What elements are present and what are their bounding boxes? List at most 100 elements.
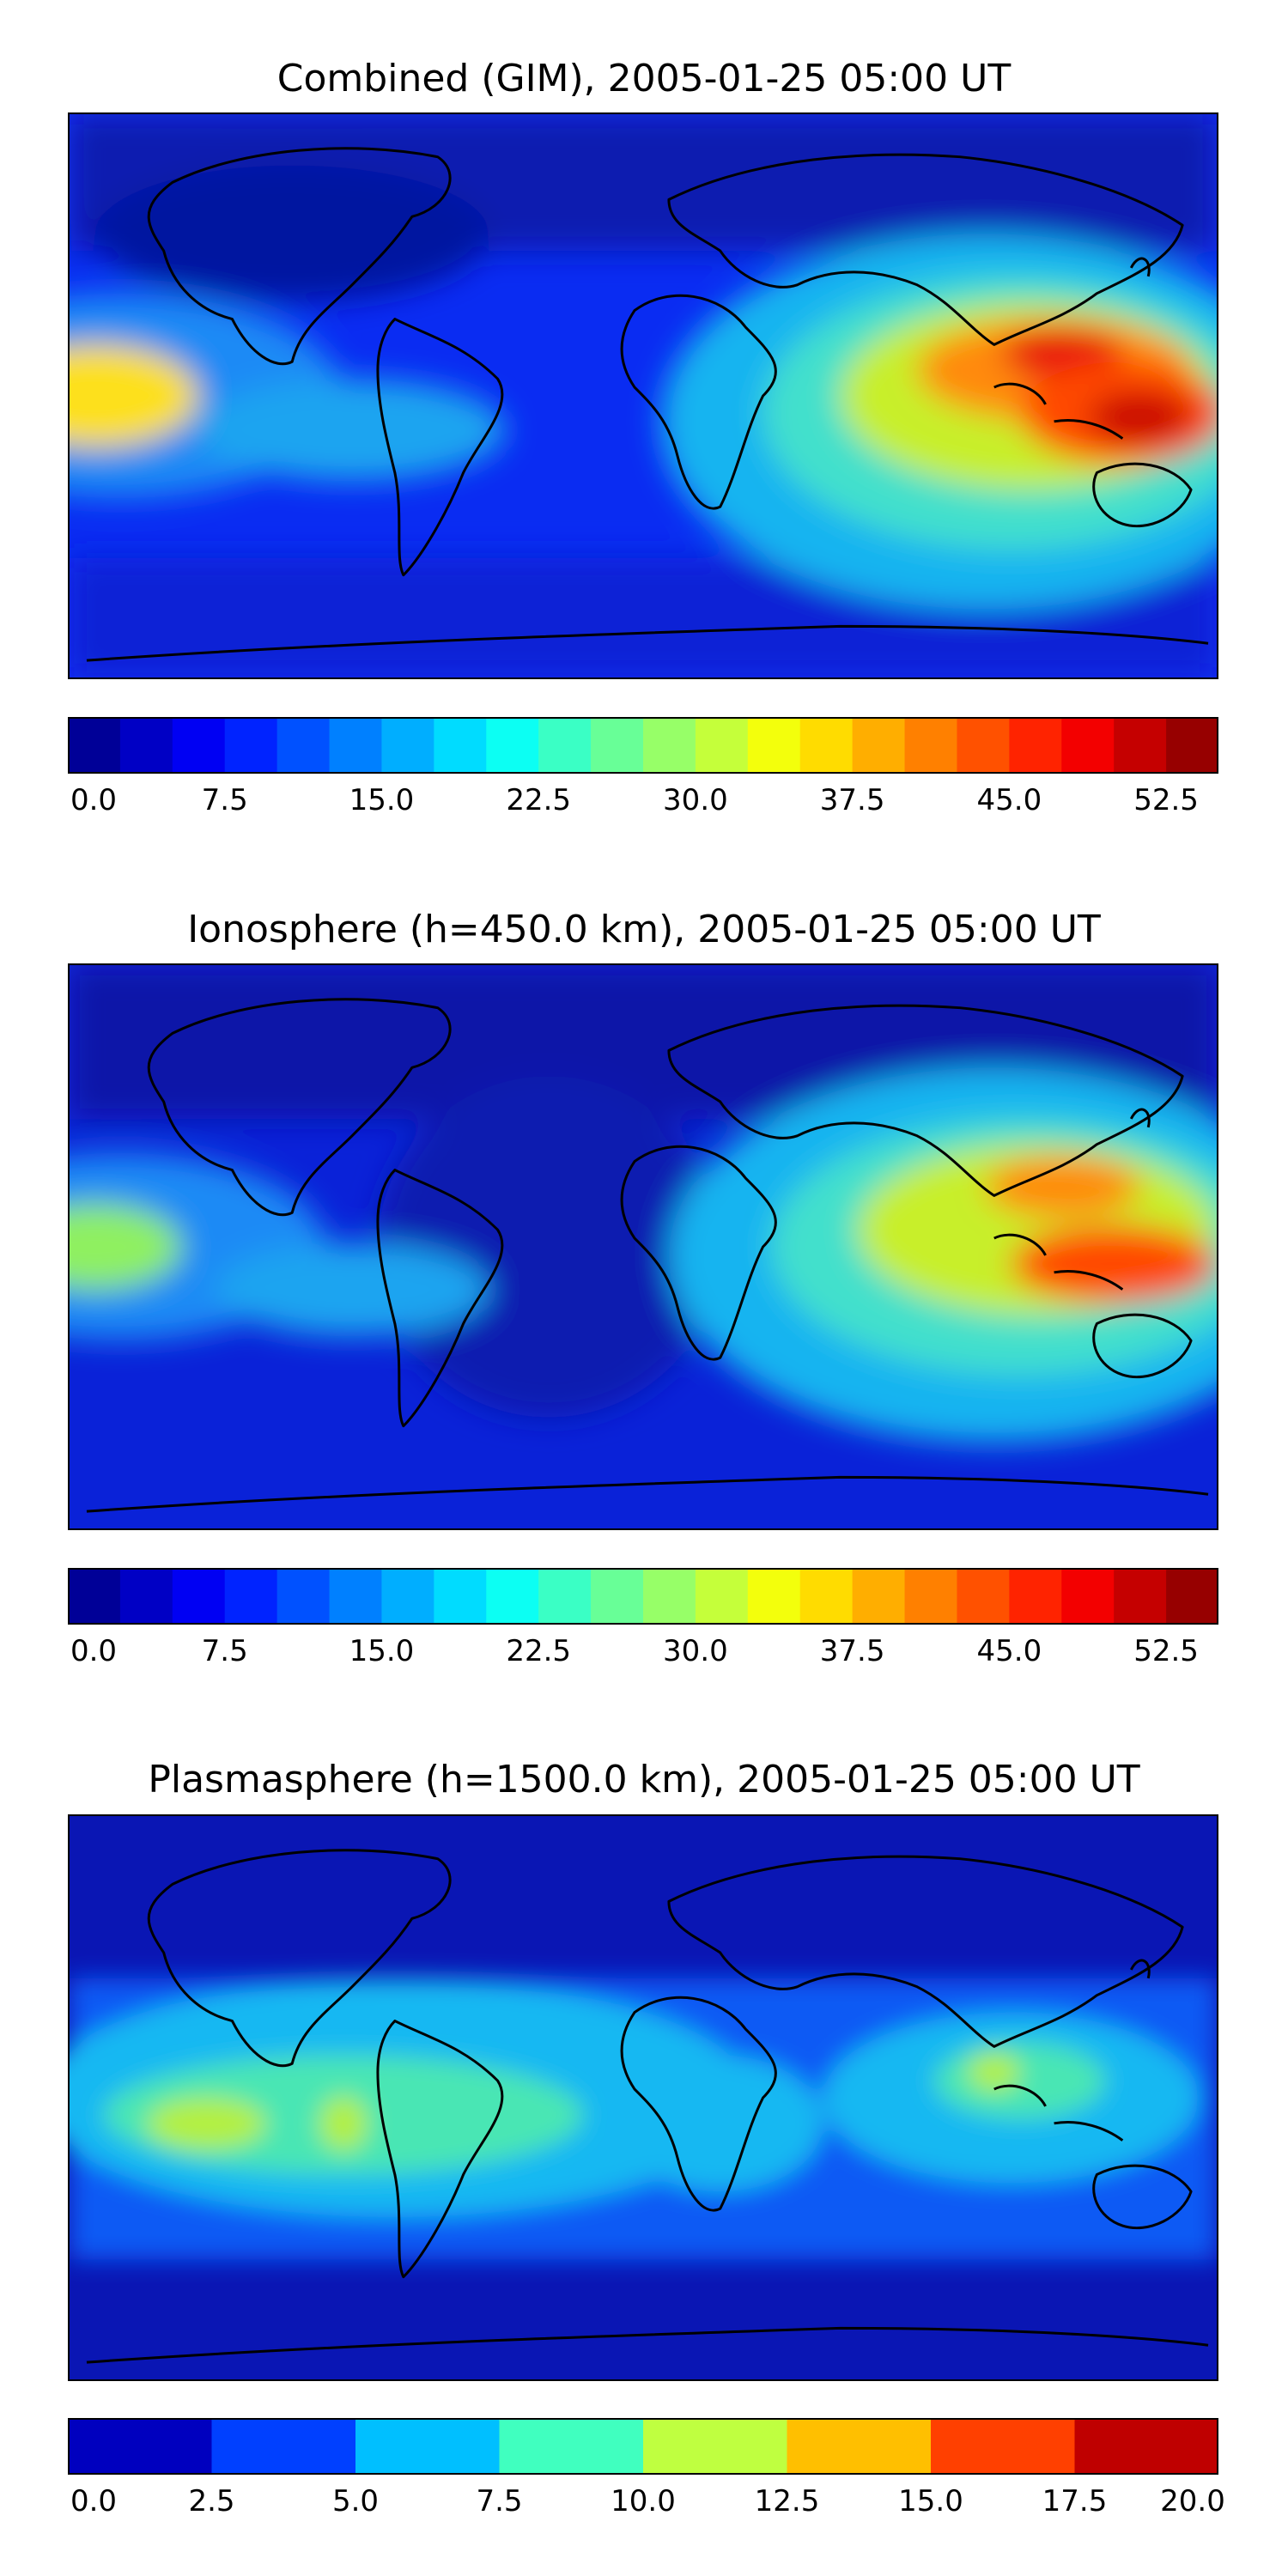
colorbar-tick-label: 20.0 [1160, 2484, 1225, 2518]
colorbar-level [1166, 1568, 1218, 1625]
colorbar-level [68, 1568, 121, 1625]
colorbar-level [172, 717, 226, 774]
colorbar-level [276, 717, 331, 774]
colorbar [68, 1568, 1218, 1625]
tec-contours [70, 1978, 1217, 2260]
colorbar-level [119, 717, 173, 774]
colorbar-level [538, 1568, 592, 1625]
colorbar-level [381, 717, 434, 774]
colorbar-level [211, 2418, 356, 2475]
colorbar-level [68, 717, 121, 774]
colorbar-level [355, 2418, 501, 2475]
colorbar-tick-label: 5.0 [331, 2484, 380, 2518]
colorbar-tick-label: 10.0 [611, 2484, 676, 2518]
colorbar-level [904, 717, 958, 774]
coastline [86, 1849, 1209, 2364]
colorbar-border [68, 2418, 1218, 2475]
colorbar-level [695, 717, 749, 774]
colorbar-tick-label: 15.0 [349, 1634, 415, 1668]
colorbar-level [957, 717, 1010, 774]
tec-map [68, 1814, 1218, 2381]
colorbar-level [224, 717, 278, 774]
tec-map-svg [70, 1816, 1217, 2379]
colorbar-level [486, 717, 539, 774]
colorbar-tick-label: 0.0 [70, 2484, 118, 2518]
colorbar-level [904, 1568, 958, 1625]
colorbar-level [486, 1568, 539, 1625]
colorbar-tick-label: 30.0 [663, 783, 728, 817]
colorbar-svg [68, 1568, 1218, 1625]
coastline [86, 147, 1209, 662]
colorbar-tick-label: 52.5 [1133, 783, 1199, 817]
map-title: Ionosphere (h=450.0 km), 2005-01-25 05:0… [187, 908, 1101, 951]
colorbar-tick-label: 7.5 [476, 2484, 523, 2518]
colorbar-tick-label: 7.5 [201, 1634, 248, 1668]
colorbar-level [1061, 717, 1115, 774]
colorbar-level [434, 717, 487, 774]
tec-map-svg [70, 965, 1217, 1528]
colorbar-level [1061, 1568, 1115, 1625]
colorbar-level [747, 1568, 801, 1625]
colorbar-level [643, 717, 696, 774]
tec-map [68, 963, 1218, 1530]
colorbar-level [1114, 717, 1167, 774]
colorbar-level [1114, 1568, 1167, 1625]
colorbar-level [499, 2418, 644, 2475]
colorbar-level [799, 1568, 854, 1625]
colorbar [68, 2418, 1218, 2475]
tec-map [68, 112, 1218, 679]
coastline [86, 998, 1209, 1513]
colorbar-tick-label: 37.5 [819, 1634, 885, 1668]
tec-contours [70, 114, 1217, 677]
colorbar-tick-label: 2.5 [188, 2484, 235, 2518]
colorbar-tick-label: 22.5 [506, 1634, 572, 1668]
colorbar-level [799, 717, 854, 774]
colorbar-level [1009, 717, 1062, 774]
colorbar-level [931, 2418, 1076, 2475]
colorbar-ticks: 0.0 2.5 5.0 7.5 10.0 12.5 15.0 17.5 20.0 [68, 2484, 1225, 2518]
colorbar-level [68, 2418, 213, 2475]
colorbar-level [957, 1568, 1010, 1625]
colorbar [68, 717, 1218, 774]
colorbar-tick-label: 0.0 [70, 783, 118, 817]
colorbar-level [1166, 717, 1218, 774]
colorbar-level [538, 717, 592, 774]
colorbar-tick-label: 52.5 [1133, 1634, 1199, 1668]
colorbar-level [591, 1568, 644, 1625]
colorbar-level [224, 1568, 278, 1625]
colorbar-level [329, 1568, 383, 1625]
colorbar-level [329, 717, 383, 774]
colorbar-tick-label: 37.5 [819, 783, 885, 817]
colorbar-tick-label: 7.5 [201, 783, 248, 817]
colorbar-border [68, 1568, 1218, 1625]
map-title: Combined (GIM), 2005-01-25 05:00 UT [276, 57, 1012, 100]
colorbar-border [68, 717, 1218, 774]
colorbar-level [643, 2418, 788, 2475]
colorbar-svg [68, 717, 1218, 774]
colorbar-level [643, 1568, 696, 1625]
colorbar-level [591, 717, 644, 774]
tec-contours [70, 965, 1217, 1443]
colorbar-svg [68, 2418, 1218, 2475]
colorbar-level [434, 1568, 487, 1625]
colorbar-level [276, 1568, 331, 1625]
colorbar-tick-label: 17.5 [1042, 2484, 1108, 2518]
colorbar-ticks: 0.0 7.5 15.0 22.5 30.0 37.5 45.0 52.5 [68, 783, 1218, 817]
colorbar-tick-label: 15.0 [349, 783, 415, 817]
colorbar-level [747, 717, 801, 774]
colorbar-tick-label: 15.0 [898, 2484, 963, 2518]
colorbar-level [1074, 2418, 1218, 2475]
colorbar-tick-label: 22.5 [506, 783, 572, 817]
colorbar-level [1009, 1568, 1062, 1625]
colorbar-level [119, 1568, 173, 1625]
colorbar-level [852, 717, 906, 774]
colorbar-level [172, 1568, 226, 1625]
colorbar-tick-label: 45.0 [976, 783, 1042, 817]
colorbar-level [852, 1568, 906, 1625]
colorbar-level [695, 1568, 749, 1625]
colorbar-tick-label: 30.0 [663, 1634, 728, 1668]
colorbar-level [381, 1568, 434, 1625]
map-title: Plasmasphere (h=1500.0 km), 2005-01-25 0… [148, 1758, 1140, 1801]
colorbar-level [787, 2418, 932, 2475]
colorbar-tick-label: 0.0 [70, 1634, 118, 1668]
